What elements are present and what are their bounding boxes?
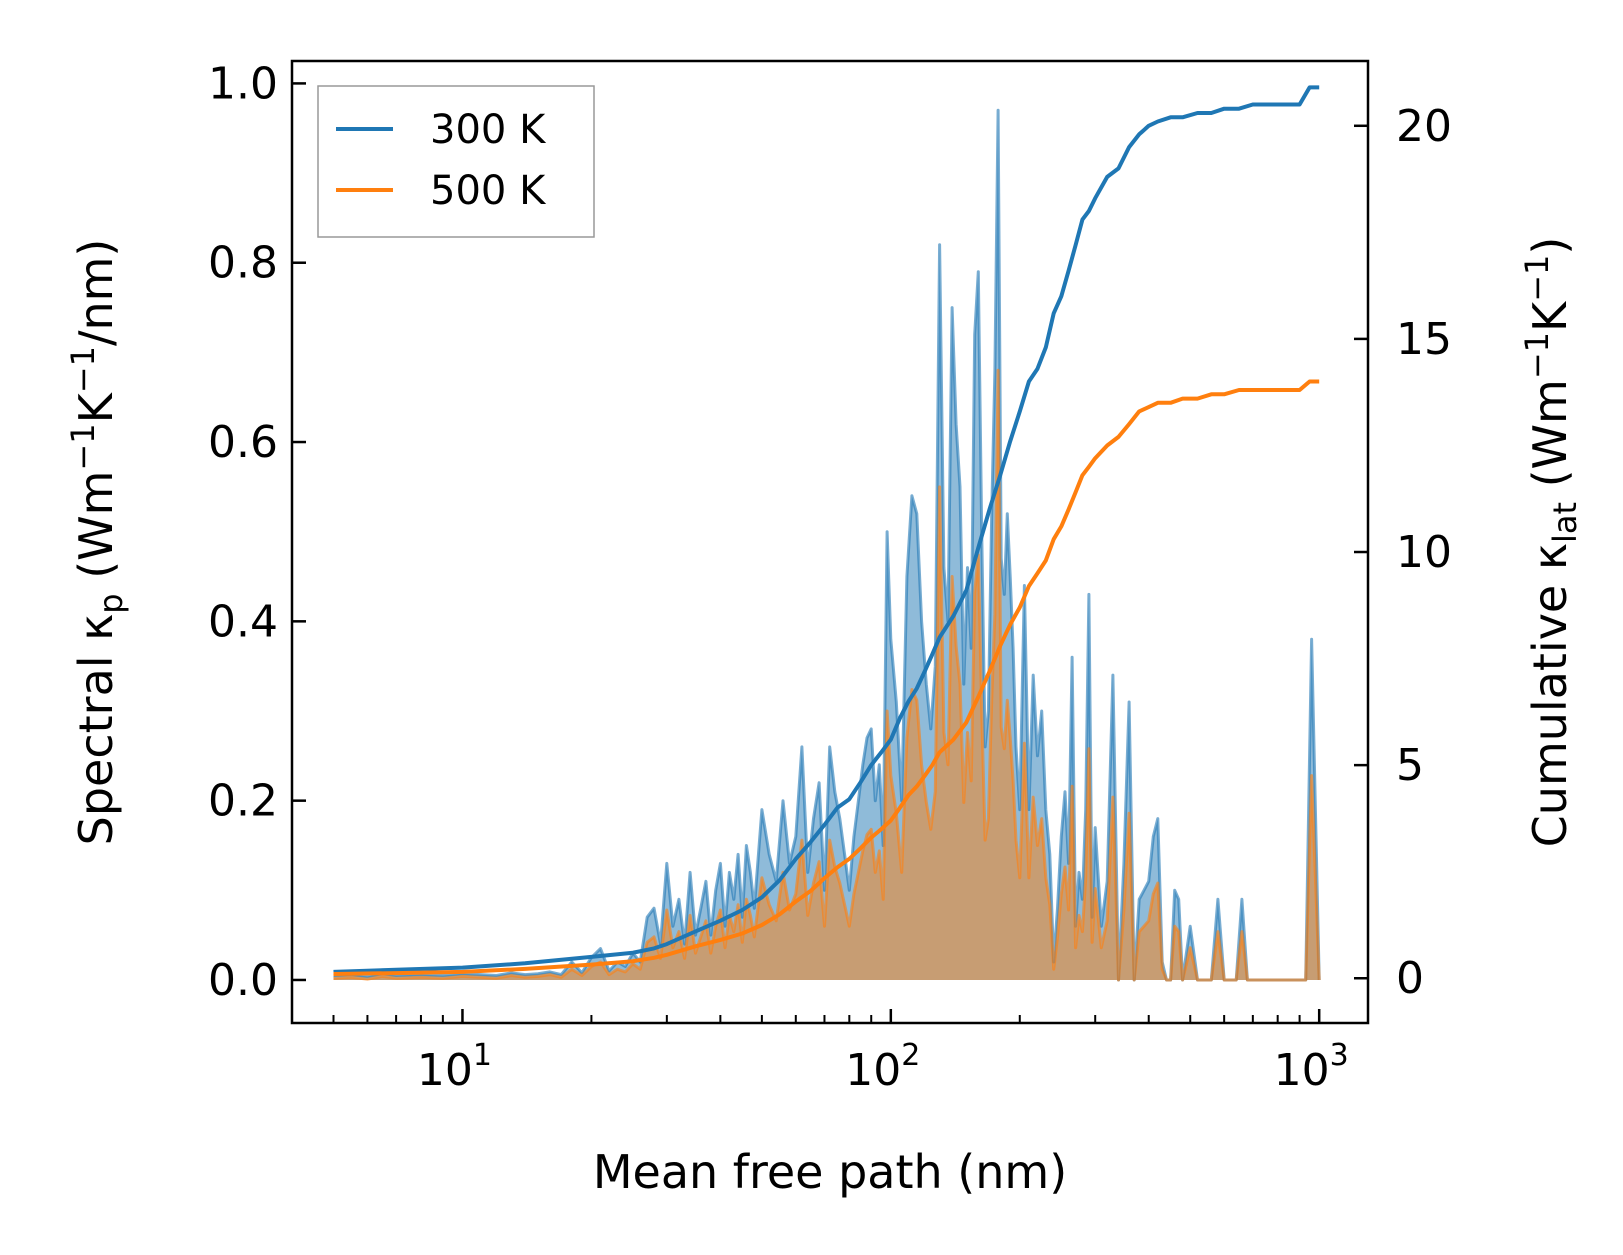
x-tick-label: 101 xyxy=(417,1038,492,1096)
y-tick-label: 0.6 xyxy=(208,417,278,468)
spectral-line-500k xyxy=(333,368,1321,982)
x-tick-label: 102 xyxy=(845,1038,920,1096)
y-tick-label: 0.2 xyxy=(208,776,278,827)
plot-area xyxy=(333,85,1321,982)
spectral-line-300k xyxy=(333,108,1321,982)
y2-tick-label: 0 xyxy=(1396,953,1424,1004)
legend-label-300k: 300 K xyxy=(430,107,547,153)
y-tick-label: 0.8 xyxy=(208,238,278,289)
cumulative-line-500k xyxy=(333,379,1320,976)
axis-ticks: 0.0 0.2 0.4 0.6 0.8 1.0 0 5 10 15 20 101 102 103 xyxy=(208,58,1452,1096)
x-axis-title: Mean free path (nm) xyxy=(593,1145,1067,1199)
cumulative-line-300k xyxy=(333,85,1320,974)
legend-box xyxy=(317,85,595,238)
y2-tick-label: 5 xyxy=(1396,740,1424,791)
plot-frame xyxy=(290,59,1370,1025)
y-tick-label: 1.0 xyxy=(208,58,278,109)
y2-tick-label: 20 xyxy=(1396,101,1452,152)
legend-label-500k: 500 K xyxy=(430,168,547,214)
y-tick-label: 0.4 xyxy=(208,596,278,647)
y2-tick-label: 10 xyxy=(1396,527,1452,578)
y2-tick-label: 15 xyxy=(1396,314,1452,365)
legend: 300 K 500 K xyxy=(317,85,595,238)
y-axis-title: Spectral κp (Wm−1K−1/nm) xyxy=(64,239,130,846)
y2-axis-title: Cumulative κlat (Wm−1K−1) xyxy=(1518,237,1584,848)
y-tick-label: 0.0 xyxy=(208,955,278,1006)
x-tick-label: 103 xyxy=(1274,1038,1349,1096)
